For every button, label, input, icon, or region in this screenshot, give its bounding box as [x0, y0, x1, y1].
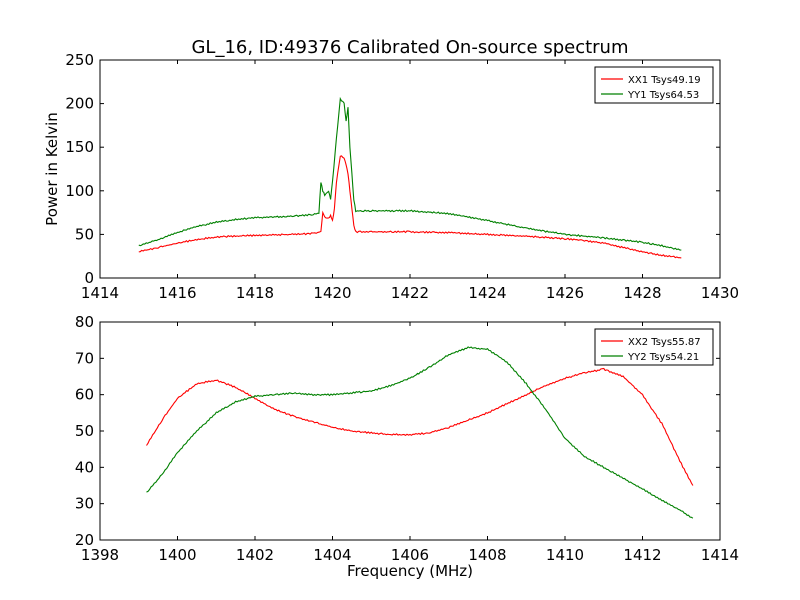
y-tick-label: 200	[65, 95, 94, 113]
series-line-yy1	[138, 96, 682, 251]
x-tick-label: 1430	[701, 284, 739, 302]
x-tick-label: 1428	[623, 284, 661, 302]
y-axis-label: Power in Kelvin	[43, 112, 61, 226]
y-tick-label: 70	[75, 349, 94, 367]
x-axis-label: Frequency (MHz)	[347, 562, 473, 580]
legend-box	[594, 328, 714, 366]
x-tick-label: 1414	[81, 284, 119, 302]
y-tick-label: 100	[65, 182, 94, 200]
y-tick-label: 20	[75, 531, 94, 549]
x-tick-label: 1412	[623, 546, 661, 564]
y-tick-label: 50	[75, 225, 94, 243]
y-tick-label: 60	[75, 386, 94, 404]
x-tick-label: 1418	[236, 284, 274, 302]
legend-entry: XX1 Tsys49.19	[628, 75, 701, 86]
series-line-xx2	[146, 367, 694, 486]
legend-entry: YY1 Tsys64.53	[627, 90, 699, 101]
x-tick-label: 1414	[701, 546, 739, 564]
x-tick-label: 1420	[313, 284, 351, 302]
bottom-spectrum-panel: 1398 1400 1402 1404 1406 1408 1410 1412 1414 20 30…	[75, 313, 739, 580]
y-tick-label: 50	[75, 422, 94, 440]
x-tick-label: 1398	[81, 546, 119, 564]
x-tick-label: 1422	[391, 284, 429, 302]
y-tick-label: 0	[84, 269, 94, 287]
legend-entry: XX2 Tsys55.87	[628, 337, 701, 348]
top-spectrum-panel: 1414 1416 1418 1420 1422 1424 1426 1428 1430 0 50 1…	[43, 51, 739, 302]
x-tick-label: 1400	[158, 546, 196, 564]
y-tick-label: 40	[75, 458, 94, 476]
figure-title: GL_16, ID:49376 Calibrated On-source spe…	[191, 37, 628, 58]
y-tick-label: 250	[65, 51, 94, 69]
x-tick-label: 1410	[546, 546, 584, 564]
series-line-yy2	[146, 346, 694, 519]
x-tick-label: 1404	[313, 546, 351, 564]
legend-box	[594, 66, 714, 104]
y-tick-label: 30	[75, 495, 94, 513]
y-tick-label: 150	[65, 138, 94, 156]
legend-entry: YY2 Tsys54.21	[627, 352, 699, 363]
y-tick-label: 80	[75, 313, 94, 331]
series-line-xx1	[138, 155, 682, 259]
x-tick-label: 1426	[546, 284, 584, 302]
x-tick-label: 1424	[468, 284, 506, 302]
x-tick-label: 1408	[468, 546, 506, 564]
x-tick-label: 1416	[158, 284, 196, 302]
x-tick-label: 1406	[391, 546, 429, 564]
x-tick-label: 1402	[236, 546, 274, 564]
